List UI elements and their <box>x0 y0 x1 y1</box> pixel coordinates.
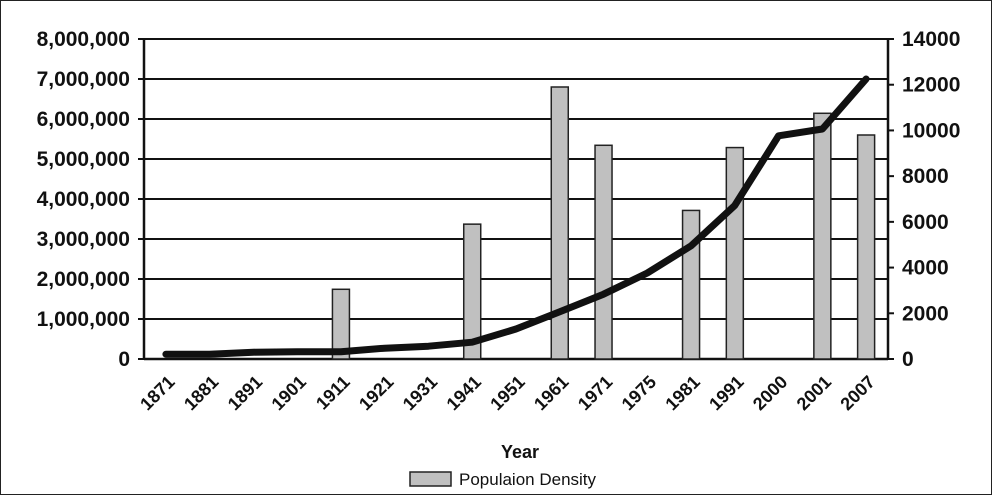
bar-1961 <box>550 86 570 360</box>
x-tick-label: 2000 <box>749 372 791 414</box>
y-left-tick-label: 5,000,000 <box>37 148 130 171</box>
x-tick-label: 1951 <box>486 372 528 414</box>
y-left-tick-label: 1,000,000 <box>37 308 130 331</box>
bar-2001 <box>813 112 832 360</box>
x-tick-label: 1931 <box>399 372 441 414</box>
x-tick-label: 1871 <box>136 372 178 414</box>
y-right-tick-label: 14000 <box>902 28 960 51</box>
y-right-tick-label: 4000 <box>902 257 949 280</box>
x-tick-label: 1981 <box>661 372 703 414</box>
legend-label-population-density: Populaion Density <box>459 470 597 489</box>
bar-1971 <box>594 144 613 360</box>
bar-1991 <box>725 146 745 360</box>
y-left-tick-label: 4,000,000 <box>37 188 130 211</box>
x-axis-title: Year <box>501 442 539 462</box>
x-tick-label: 1961 <box>530 372 572 414</box>
y-left-tick-label: 8,000,000 <box>37 28 130 51</box>
x-tick-label: 1975 <box>618 372 660 414</box>
legend-swatch-population-density <box>409 471 452 487</box>
bar-2007 <box>856 134 876 360</box>
y-right-tick-label: 8000 <box>902 165 949 188</box>
y-left-tick-label: 6,000,000 <box>37 108 130 131</box>
y-right-tick-label: 2000 <box>902 302 949 325</box>
y-left-tick-label: 7,000,000 <box>37 68 130 91</box>
y-right-tick-label: 6000 <box>902 211 949 234</box>
x-tick-label: 1891 <box>224 372 266 414</box>
y-left-tick-label: 3,000,000 <box>37 228 130 251</box>
x-tick-label: 1881 <box>180 372 222 414</box>
x-tick-label: 2007 <box>836 372 878 414</box>
x-tick-label: 2001 <box>793 372 835 414</box>
x-tick-label: 1991 <box>705 372 747 414</box>
x-tick-label: 1911 <box>312 372 354 414</box>
x-tick-label: 1901 <box>268 372 310 414</box>
population-line <box>162 75 870 358</box>
x-tick-label: 1941 <box>443 372 485 414</box>
bar-1981 <box>681 209 701 360</box>
x-tick-label: 1971 <box>574 372 616 414</box>
y-right-tick-label: 12000 <box>902 74 960 97</box>
y-left-tick-label: 2,000,000 <box>37 268 130 291</box>
x-tick-label: 1921 <box>355 372 397 414</box>
y-right-tick-label: 0 <box>902 348 914 371</box>
bar-1941 <box>462 223 482 360</box>
y-right-tick-label: 10000 <box>902 119 960 142</box>
y-left-tick-label: 0 <box>118 348 130 371</box>
bar-1911 <box>331 288 351 360</box>
